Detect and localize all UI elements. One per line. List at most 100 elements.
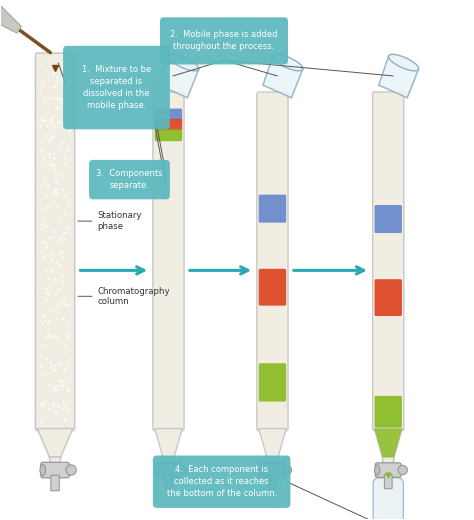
Ellipse shape xyxy=(40,464,46,476)
Point xyxy=(52,258,60,266)
Point xyxy=(41,370,49,379)
Ellipse shape xyxy=(282,465,292,475)
FancyBboxPatch shape xyxy=(374,396,402,427)
Point xyxy=(51,361,58,369)
Text: 1.  Mixture to be
separated is
dissolved in the
mobile phase.: 1. Mixture to be separated is dissolved … xyxy=(82,66,151,110)
Point xyxy=(47,161,55,169)
Point xyxy=(42,354,49,362)
Point xyxy=(63,229,70,237)
Ellipse shape xyxy=(259,465,264,475)
Point xyxy=(45,305,52,313)
Point xyxy=(46,153,53,162)
Point xyxy=(47,114,55,123)
Point xyxy=(57,377,64,385)
Point xyxy=(52,188,59,196)
Ellipse shape xyxy=(178,465,188,475)
Point xyxy=(41,243,49,251)
Point xyxy=(56,381,64,389)
Point xyxy=(50,227,57,235)
Point xyxy=(40,251,48,259)
Point xyxy=(49,94,56,102)
Point xyxy=(64,405,71,413)
Point xyxy=(55,334,62,342)
FancyBboxPatch shape xyxy=(259,269,286,306)
Ellipse shape xyxy=(273,55,303,71)
Point xyxy=(45,150,52,159)
Point xyxy=(60,379,68,387)
Ellipse shape xyxy=(66,465,76,475)
Point xyxy=(49,398,57,407)
Point xyxy=(45,290,52,298)
FancyBboxPatch shape xyxy=(63,46,170,129)
Point xyxy=(55,102,62,111)
Point xyxy=(54,284,62,293)
Point xyxy=(51,331,59,340)
Point xyxy=(52,202,60,210)
Point xyxy=(60,72,68,81)
Point xyxy=(49,57,57,65)
Point xyxy=(58,278,65,286)
Point xyxy=(63,386,70,394)
Point xyxy=(54,178,61,186)
FancyBboxPatch shape xyxy=(373,478,403,520)
Point xyxy=(40,311,48,319)
Text: 2.  Mobile phase is added
throughout the process.: 2. Mobile phase is added throughout the … xyxy=(170,31,278,51)
Point xyxy=(64,330,72,338)
Point xyxy=(50,161,57,169)
Point xyxy=(55,217,63,225)
Ellipse shape xyxy=(155,465,160,475)
Point xyxy=(49,132,57,140)
Point xyxy=(38,116,46,125)
Point xyxy=(39,237,47,245)
Point xyxy=(61,159,69,167)
Point xyxy=(38,161,46,169)
Point xyxy=(44,239,51,247)
Point xyxy=(46,137,53,145)
Point xyxy=(36,146,44,154)
FancyBboxPatch shape xyxy=(259,363,286,401)
Point xyxy=(41,95,49,103)
Point xyxy=(37,351,45,359)
Point xyxy=(58,253,66,262)
Point xyxy=(50,165,58,174)
Point xyxy=(54,402,62,410)
Point xyxy=(64,301,72,309)
Point xyxy=(47,266,55,275)
Point xyxy=(62,348,70,356)
Point xyxy=(45,326,52,334)
FancyBboxPatch shape xyxy=(153,92,184,431)
Polygon shape xyxy=(259,428,286,457)
Point xyxy=(65,200,73,209)
Point xyxy=(48,331,55,340)
Point xyxy=(50,123,58,131)
Polygon shape xyxy=(37,428,73,457)
Point xyxy=(37,180,45,189)
Point xyxy=(51,83,59,91)
Point xyxy=(53,386,60,394)
Point xyxy=(38,204,46,212)
Point xyxy=(43,333,51,341)
Point xyxy=(43,288,50,296)
Point xyxy=(39,215,47,224)
Polygon shape xyxy=(374,428,402,457)
Point xyxy=(50,154,58,162)
Point xyxy=(60,235,68,243)
Point xyxy=(63,402,70,410)
Point xyxy=(36,121,44,129)
Point xyxy=(62,300,69,308)
Polygon shape xyxy=(155,428,182,457)
Point xyxy=(65,80,73,88)
FancyBboxPatch shape xyxy=(374,205,402,233)
Point xyxy=(37,418,45,426)
Point xyxy=(47,160,55,168)
Point xyxy=(53,73,60,82)
Point xyxy=(47,119,55,127)
Point xyxy=(41,316,48,324)
Point xyxy=(37,150,45,159)
Point xyxy=(65,61,73,70)
Point xyxy=(43,265,51,274)
FancyBboxPatch shape xyxy=(41,462,69,478)
Point xyxy=(50,112,57,120)
Polygon shape xyxy=(374,428,402,457)
Point xyxy=(52,382,60,390)
